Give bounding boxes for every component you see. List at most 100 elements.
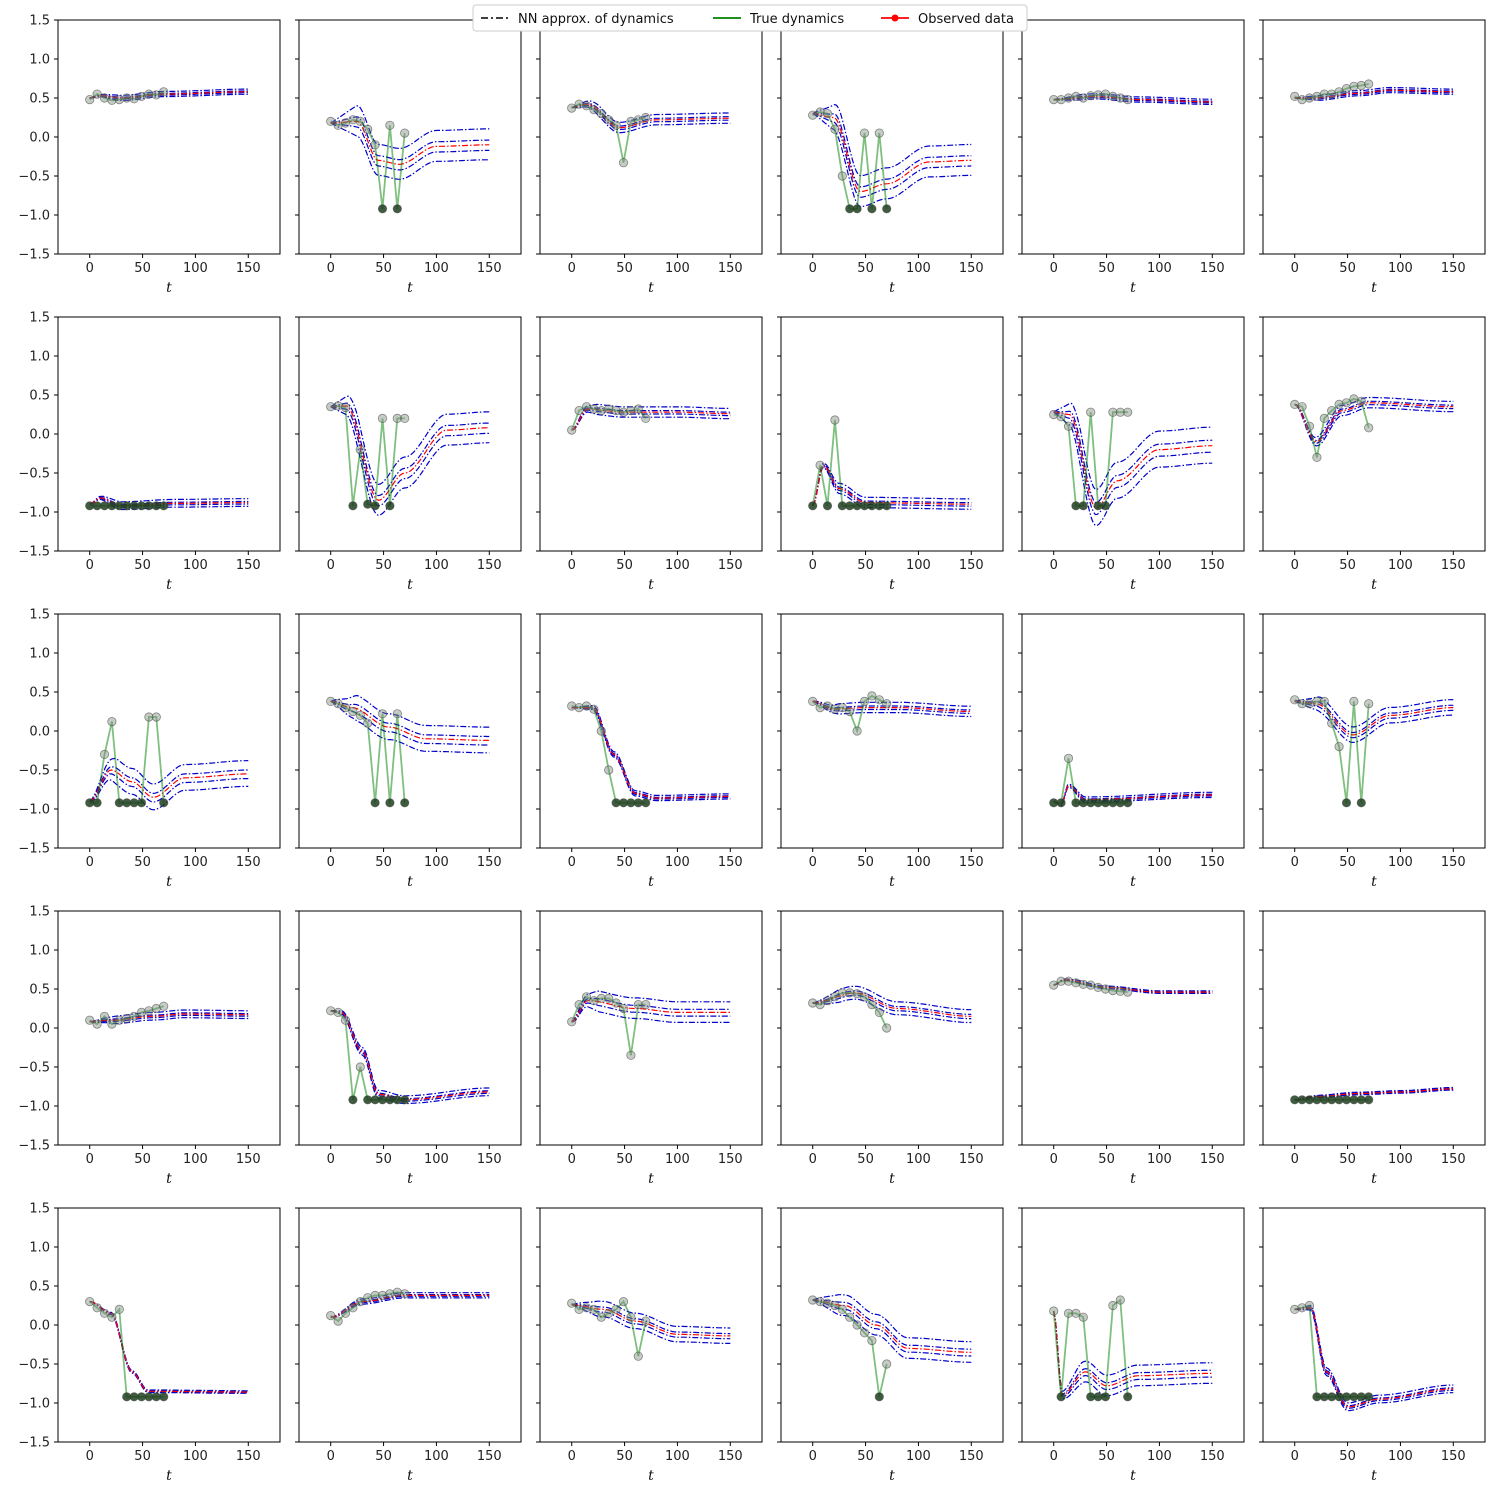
x-axis-label: t bbox=[648, 577, 654, 593]
nn-approx-line bbox=[1053, 411, 1213, 527]
y-tick-label: −1.0 bbox=[18, 803, 50, 818]
y-tick-label: 0.0 bbox=[29, 725, 50, 740]
observed-point bbox=[385, 120, 395, 130]
x-tick-label: 150 bbox=[236, 261, 261, 276]
plot-content bbox=[567, 1297, 731, 1361]
plot-area bbox=[540, 317, 762, 551]
observed-point bbox=[392, 413, 402, 423]
observed-point bbox=[151, 712, 161, 722]
plot-area bbox=[58, 911, 280, 1145]
nn-approx-line bbox=[1053, 1310, 1213, 1395]
x-tick-label: 50 bbox=[134, 1152, 151, 1167]
nn-approx-line bbox=[1053, 410, 1213, 504]
x-tick-label: 100 bbox=[665, 1152, 690, 1167]
subplot-16: 0 50 100 150 t bbox=[777, 613, 1004, 890]
nn-approx-line bbox=[571, 990, 731, 1023]
observed-point bbox=[815, 702, 825, 713]
plot-area bbox=[781, 614, 1003, 848]
plot-area bbox=[1022, 317, 1244, 551]
x-tick-label: 50 bbox=[616, 558, 633, 573]
observed-point bbox=[852, 1320, 862, 1330]
nn-approx-line bbox=[812, 985, 972, 1011]
plot-content bbox=[808, 985, 972, 1033]
plot-content bbox=[85, 712, 249, 811]
nn-mean-line bbox=[330, 700, 490, 741]
x-tick-label: 0 bbox=[86, 1152, 94, 1167]
observed-point bbox=[151, 1003, 161, 1014]
observed-point bbox=[815, 460, 825, 470]
nn-approx-line bbox=[1294, 1308, 1454, 1412]
true-dynamics-line bbox=[1294, 83, 1369, 101]
x-tick-label: 150 bbox=[959, 855, 984, 870]
observed-point bbox=[581, 992, 592, 1002]
observed-point bbox=[1312, 452, 1322, 462]
observed-point bbox=[822, 501, 833, 511]
observed-point bbox=[567, 701, 577, 711]
x-tick-label: 0 bbox=[568, 1152, 576, 1167]
observed-point bbox=[808, 501, 818, 511]
subplot-2: 0 50 100 150 t bbox=[295, 19, 522, 296]
y-tick-label: 1.0 bbox=[29, 647, 50, 662]
observed-point bbox=[1078, 979, 1088, 989]
x-tick-label: 100 bbox=[183, 855, 208, 870]
observed-point bbox=[808, 1295, 818, 1305]
nn-approx-line bbox=[1294, 1304, 1454, 1404]
plot-area bbox=[299, 1208, 521, 1442]
x-tick-label: 100 bbox=[1147, 855, 1172, 870]
nn-approx-line bbox=[571, 411, 731, 431]
nn-approx-line bbox=[812, 700, 972, 718]
observed-point bbox=[363, 124, 373, 134]
observed-point bbox=[400, 128, 410, 138]
observed-point bbox=[618, 1297, 629, 1307]
nn-approx-line bbox=[812, 113, 972, 198]
subplot-11: 0 50 100 150 t bbox=[1018, 316, 1245, 593]
x-axis-label: t bbox=[166, 1468, 172, 1484]
nn-approx-line bbox=[330, 395, 490, 486]
x-tick-label: 150 bbox=[718, 1449, 743, 1464]
x-tick-label: 150 bbox=[236, 855, 261, 870]
observed-point bbox=[574, 702, 584, 713]
nn-approx-line bbox=[812, 113, 972, 208]
plot-content bbox=[567, 701, 731, 808]
y-tick-label: 0.5 bbox=[29, 983, 50, 998]
nn-approx-line bbox=[330, 1010, 490, 1102]
observed-point bbox=[882, 1023, 892, 1033]
observed-point bbox=[1056, 976, 1066, 986]
observed-point bbox=[882, 699, 892, 709]
nn-approx-line bbox=[330, 700, 490, 738]
observed-point bbox=[874, 695, 884, 705]
nn-approx-line bbox=[1053, 1310, 1213, 1392]
x-tick-label: 100 bbox=[183, 558, 208, 573]
x-tick-label: 0 bbox=[1291, 1449, 1299, 1464]
x-tick-label: 50 bbox=[375, 261, 392, 276]
nn-approx-line bbox=[330, 1010, 490, 1097]
nn-approx-line bbox=[571, 1304, 731, 1335]
observed-point bbox=[400, 1095, 410, 1105]
x-tick-label: 50 bbox=[1339, 261, 1356, 276]
nn-mean-line bbox=[330, 405, 490, 501]
nn-approx-line bbox=[1294, 700, 1454, 734]
observed-point bbox=[852, 726, 862, 736]
x-tick-label: 150 bbox=[236, 1152, 261, 1167]
observed-point bbox=[144, 712, 154, 722]
y-tick-label: −1.0 bbox=[18, 506, 50, 521]
plot-area bbox=[1263, 317, 1485, 551]
observed-point bbox=[1356, 798, 1366, 808]
x-tick-label: 0 bbox=[809, 855, 817, 870]
observed-point bbox=[1071, 1308, 1081, 1318]
observed-point bbox=[355, 444, 365, 455]
x-tick-label: 50 bbox=[375, 558, 392, 573]
observed-point bbox=[348, 501, 358, 511]
observed-point bbox=[1056, 798, 1066, 808]
observed-point bbox=[837, 171, 847, 181]
observed-point bbox=[92, 1019, 102, 1029]
observed-point bbox=[589, 996, 599, 1006]
nn-mean-line bbox=[1294, 1307, 1454, 1408]
x-tick-label: 50 bbox=[857, 855, 874, 870]
observed-point bbox=[385, 501, 395, 511]
nn-approx-line bbox=[89, 1009, 249, 1023]
x-tick-label: 0 bbox=[809, 558, 817, 573]
observed-point bbox=[355, 1297, 365, 1307]
nn-approx-line bbox=[1294, 90, 1454, 100]
nn-mean-line bbox=[330, 1010, 490, 1101]
